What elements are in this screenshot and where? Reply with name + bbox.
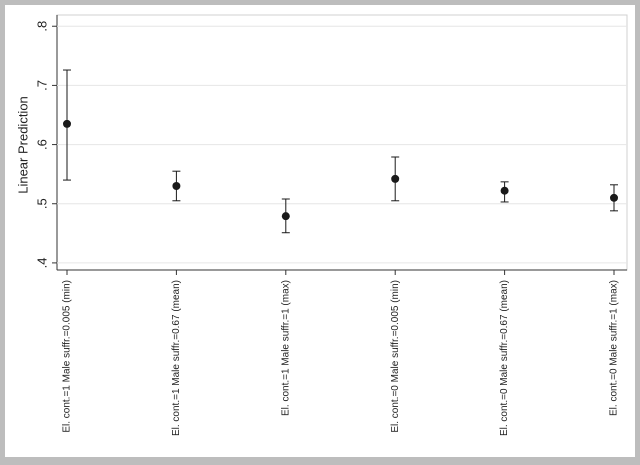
- x-tick-label: El. cont.=0 Male suffr.=1 (max): [609, 280, 620, 416]
- x-tick-label: El. cont.=1 Male suffr.=1 (max): [280, 280, 291, 416]
- point: [63, 119, 71, 128]
- point: [281, 212, 290, 221]
- y-tick-label: .5: [34, 198, 49, 209]
- x-tick-label: El. cont.=1 Male suffr.=0.67 (mean): [171, 280, 182, 436]
- x-tick-label: El. cont.=0 Male suffr.=0.67 (mean): [499, 280, 510, 436]
- y-tick-label: .4: [34, 257, 49, 268]
- point: [500, 186, 509, 195]
- point: [391, 174, 400, 183]
- x-tick-label: El. cont.=1 Male suffr.=0.005 (min): [62, 280, 73, 433]
- point: [172, 181, 181, 190]
- y-axis-label: Linear Prediction: [15, 96, 30, 194]
- y-tick-label: .7: [34, 80, 49, 91]
- x-tick-label: El. cont.=0 Male suffr.=0.005 (min): [390, 280, 401, 433]
- y-tick-label: .6: [34, 139, 49, 150]
- point: [610, 193, 618, 202]
- plot-area: [56, 14, 628, 271]
- y-tick-label: .8: [34, 21, 49, 32]
